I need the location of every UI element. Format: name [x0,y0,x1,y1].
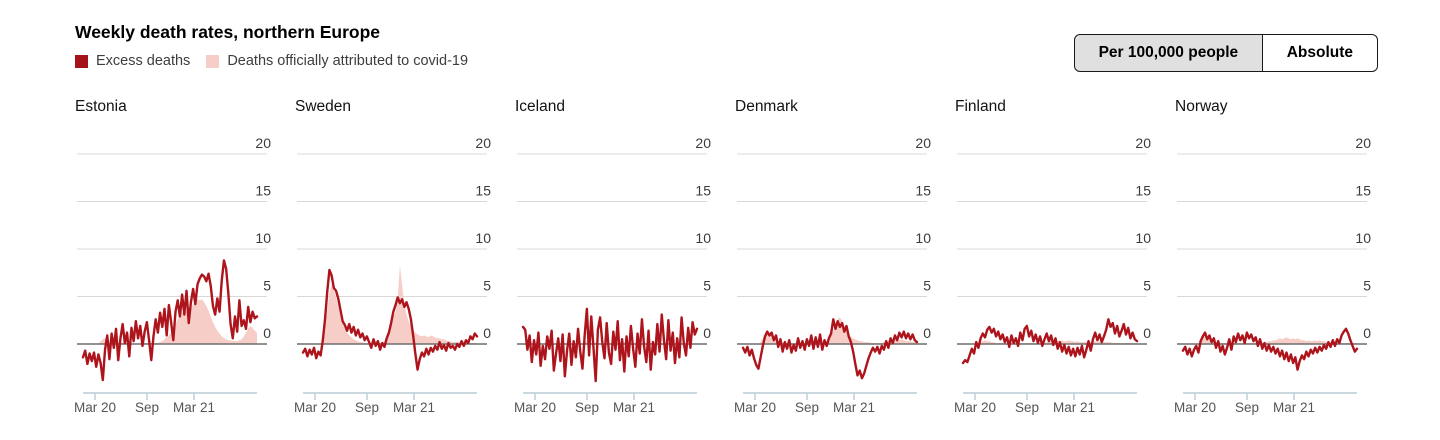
y-tick-label-15: 15 [1355,183,1371,199]
y-tick-label-5: 5 [483,278,491,294]
legend-swatch-covid-deaths [206,54,220,68]
x-tick-label-1: Sep [1235,400,1259,415]
chart-sweden: 20 15 10 5 0 Mar 20 Sep Mar 21 [294,135,491,415]
excess-deaths-line [961,318,1139,365]
excess-deaths-line [301,268,479,371]
legend-swatch-excess-deaths [75,54,88,68]
panel-title-norway: Norway [1175,98,1228,115]
x-tick-label-2: Mar 21 [833,400,875,415]
x-tick-label-2: Mar 21 [173,400,215,415]
panel-finland: Finland 20 15 10 5 0 Mar 20 Sep Mar 21 [954,98,1155,424]
y-tick-label-20: 20 [255,135,271,151]
panel-iceland: Iceland 20 15 10 5 0 Mar 20 Sep Mar 21 [514,98,715,424]
toggle-per-100k-button[interactable]: Per 100,000 people [1073,34,1264,72]
page-title: Weekly death rates, northern Europe [75,22,381,42]
y-tick-label-20: 20 [1355,135,1371,151]
chart-denmark: 20 15 10 5 0 Mar 20 Sep Mar 21 [734,135,931,415]
x-tick-label-0: Mar 20 [74,400,116,415]
legend: Excess deaths Deaths officially attribut… [75,53,468,69]
y-tick-label-0: 0 [263,325,271,341]
y-tick-label-10: 10 [255,230,271,246]
y-tick-label-5: 5 [263,278,271,294]
small-multiples: Estonia 20 15 10 5 0 Mar 20 Sep Mar 21 Sweden 20 15… [74,98,1375,424]
y-tick-label-0: 0 [483,325,491,341]
y-tick-label-10: 10 [1135,230,1151,246]
y-tick-label-10: 10 [1355,230,1371,246]
x-tick-label-0: Mar 20 [514,400,556,415]
panel-sweden: Sweden 20 15 10 5 0 Mar 20 Sep Mar 21 [294,98,495,424]
y-tick-label-0: 0 [1363,325,1371,341]
excess-deaths-line [1181,327,1359,371]
panel-estonia: Estonia 20 15 10 5 0 Mar 20 Sep Mar 21 [74,98,275,424]
y-tick-label-5: 5 [923,278,931,294]
panel-title-finland: Finland [955,98,1006,115]
covid-deaths-area [83,299,257,344]
x-tick-label-1: Sep [135,400,159,415]
y-tick-label-0: 0 [703,325,711,341]
panel-title-sweden: Sweden [295,98,352,115]
covid-deaths-area [303,265,477,344]
y-tick-label-10: 10 [695,230,711,246]
x-tick-label-2: Mar 21 [1273,400,1315,415]
x-tick-label-1: Sep [575,400,599,415]
y-tick-label-15: 15 [255,183,271,199]
x-tick-label-2: Mar 21 [1053,400,1095,415]
y-tick-label-20: 20 [915,135,931,151]
y-tick-label-10: 10 [915,230,931,246]
y-tick-label-20: 20 [475,135,491,151]
chart-estonia: 20 15 10 5 0 Mar 20 Sep Mar 21 [74,135,271,415]
y-tick-label-5: 5 [1363,278,1371,294]
legend-label-excess-deaths: Excess deaths [96,53,191,69]
excess-deaths-line [521,307,699,383]
legend-label-covid-deaths: Deaths officially attributed to covid-19 [227,53,469,69]
y-tick-label-5: 5 [703,278,711,294]
unit-toggle: Per 100,000 people Absolute [1073,34,1378,72]
y-tick-label-0: 0 [1143,325,1151,341]
x-tick-label-0: Mar 20 [294,400,336,415]
y-tick-label-5: 5 [1143,278,1151,294]
x-tick-label-0: Mar 20 [734,400,776,415]
panel-title-iceland: Iceland [515,98,565,115]
toggle-absolute-button[interactable]: Absolute [1261,34,1378,72]
chart-iceland: 20 15 10 5 0 Mar 20 Sep Mar 21 [514,135,711,415]
x-tick-label-1: Sep [1015,400,1039,415]
y-tick-label-15: 15 [915,183,931,199]
x-tick-label-2: Mar 21 [613,400,655,415]
excess-deaths-line [741,318,919,380]
x-tick-label-1: Sep [795,400,819,415]
y-tick-label-15: 15 [1135,183,1151,199]
x-tick-label-1: Sep [355,400,379,415]
y-tick-label-15: 15 [475,183,491,199]
y-tick-label-15: 15 [695,183,711,199]
y-tick-label-20: 20 [1135,135,1151,151]
chart-norway: 20 15 10 5 0 Mar 20 Sep Mar 21 [1174,135,1371,415]
excess-deaths-line [81,259,259,382]
y-tick-label-20: 20 [695,135,711,151]
panel-norway: Norway 20 15 10 5 0 Mar 20 Sep Mar 21 [1174,98,1375,424]
chart-finland: 20 15 10 5 0 Mar 20 Sep Mar 21 [954,135,1151,415]
x-tick-label-2: Mar 21 [393,400,435,415]
x-tick-label-0: Mar 20 [954,400,996,415]
panel-denmark: Denmark 20 15 10 5 0 Mar 20 Sep Mar 21 [734,98,935,424]
covid-deaths-area [1183,335,1357,344]
x-tick-label-0: Mar 20 [1174,400,1216,415]
y-tick-label-0: 0 [923,325,931,341]
y-tick-label-10: 10 [475,230,491,246]
panel-title-denmark: Denmark [735,98,798,115]
panel-title-estonia: Estonia [75,98,127,115]
